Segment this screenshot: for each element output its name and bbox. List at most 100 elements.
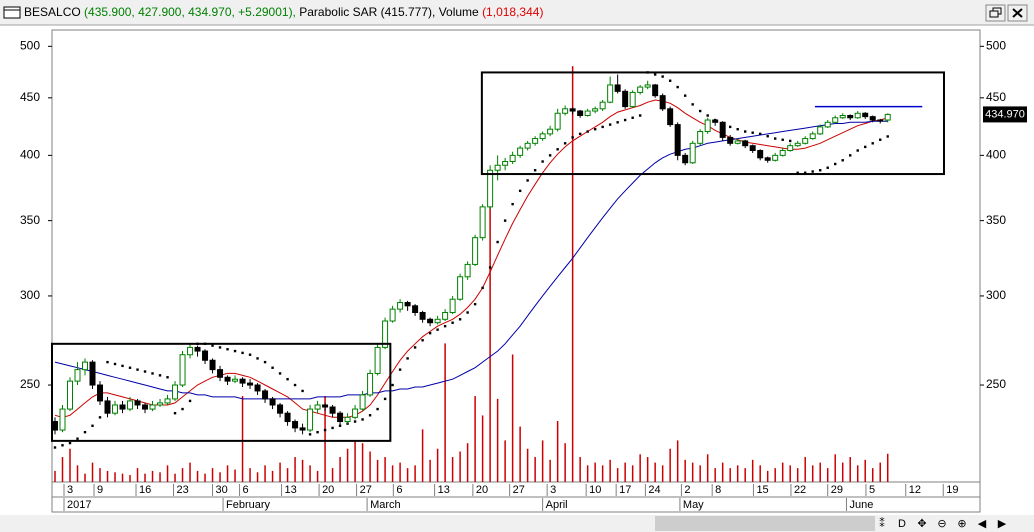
volume-bar	[219, 472, 221, 482]
sar-dot	[68, 441, 72, 445]
quote: (435.900, 427.900, 434.970, +5.29001),	[84, 5, 296, 19]
sar-dot	[766, 135, 769, 138]
sar-dot	[631, 116, 634, 119]
y2-tick-label: 500	[986, 39, 1006, 53]
toolbar-button[interactable]: ⊕	[957, 518, 966, 530]
volume-bar	[564, 443, 566, 482]
sar-dot	[158, 374, 162, 377]
sar-dot	[121, 364, 124, 368]
sar-dot	[361, 418, 364, 421]
candle-body	[382, 320, 389, 348]
toolbar-button[interactable]: ⊖	[937, 518, 946, 530]
month-label: February	[226, 499, 271, 511]
y-tick-label: 400	[20, 148, 40, 162]
x-tick-label: 27	[360, 484, 372, 496]
restore-button[interactable]	[985, 4, 1006, 22]
candle-body	[614, 84, 621, 92]
x-tick-label: 3	[67, 484, 73, 496]
candle-body	[622, 90, 629, 108]
x-tick-label: 3	[550, 484, 556, 496]
sar-dot	[856, 149, 859, 152]
volume-bar	[481, 415, 484, 482]
candle-body	[637, 86, 644, 93]
candle-body	[397, 302, 404, 310]
sar-dot	[151, 372, 154, 375]
sar-dot	[406, 357, 409, 360]
window-icon	[3, 6, 21, 19]
volume-bar	[511, 354, 514, 482]
volume-bar	[91, 462, 94, 482]
sar-dot	[796, 171, 799, 174]
sar-dot	[736, 128, 739, 131]
candle-body	[599, 101, 606, 110]
candle-body	[419, 312, 426, 320]
candle-body	[97, 384, 104, 402]
scrollbar-thumb[interactable]	[655, 516, 875, 531]
volume-bar	[76, 465, 79, 482]
indicator-value: (415.777),	[381, 5, 436, 19]
sar-dot	[578, 132, 582, 136]
volume-bar	[324, 396, 326, 482]
month-label: March	[370, 499, 401, 511]
sar-dot	[353, 420, 357, 423]
candle-body	[794, 142, 801, 147]
volume-bar	[264, 465, 266, 482]
toolbar-button[interactable]: D	[898, 518, 906, 530]
x-tick-label: 30	[216, 484, 228, 496]
candle-body	[269, 398, 276, 406]
volume-bar	[151, 470, 154, 482]
candle-body	[547, 128, 554, 135]
sar-dot	[879, 138, 882, 141]
sar-dot	[383, 397, 387, 401]
x-tick-label: 17	[619, 484, 631, 496]
volume-bar	[624, 462, 626, 482]
toolbar-button[interactable]: ▶	[998, 518, 1007, 530]
volume-bar	[444, 343, 446, 482]
volume-bar	[196, 470, 199, 482]
month-label: June	[849, 499, 873, 511]
sar-dot	[136, 368, 139, 371]
sar-dot	[428, 331, 432, 335]
candle-body	[262, 390, 269, 400]
candle-body	[877, 119, 884, 122]
volume-bar	[316, 470, 319, 482]
sar-dot	[728, 125, 732, 129]
volume-bar	[811, 465, 814, 482]
candle-body	[742, 140, 749, 147]
candle-body	[607, 84, 614, 103]
toolbar-button[interactable]: ◀	[978, 518, 987, 530]
candle-body	[254, 384, 261, 392]
volume-bar	[601, 465, 604, 482]
candle-body	[202, 350, 209, 361]
candle-body	[734, 140, 741, 144]
volume-bar	[856, 465, 859, 482]
x-tick-label: 10	[589, 484, 601, 496]
candle-body	[704, 119, 711, 133]
candle-body	[509, 154, 516, 163]
close-button[interactable]	[1007, 4, 1028, 22]
volume-bar	[436, 448, 439, 482]
volume-bar	[706, 454, 709, 482]
volume-bar	[556, 421, 559, 482]
candle-body	[127, 400, 134, 410]
sar-dot	[481, 286, 484, 290]
candle-body	[652, 84, 659, 97]
sar-dot	[864, 145, 867, 149]
sar-dot	[819, 169, 822, 172]
volume-bar	[819, 462, 821, 482]
sar-dot	[233, 349, 237, 353]
candle-body	[299, 427, 306, 431]
sar-dot	[751, 131, 754, 134]
toolbar-button[interactable]: ✥	[917, 518, 926, 530]
title-bar	[0, 0, 1034, 25]
candle-body	[824, 121, 831, 128]
y-tick-label: 500	[20, 39, 40, 53]
toolbar-button[interactable]: ⁑	[879, 517, 885, 530]
sar-dot	[638, 114, 642, 117]
candle-body	[232, 378, 239, 382]
sar-dot	[376, 407, 379, 411]
volume-bar	[646, 457, 649, 482]
sar-dot	[743, 130, 747, 133]
candle-body	[772, 154, 779, 161]
